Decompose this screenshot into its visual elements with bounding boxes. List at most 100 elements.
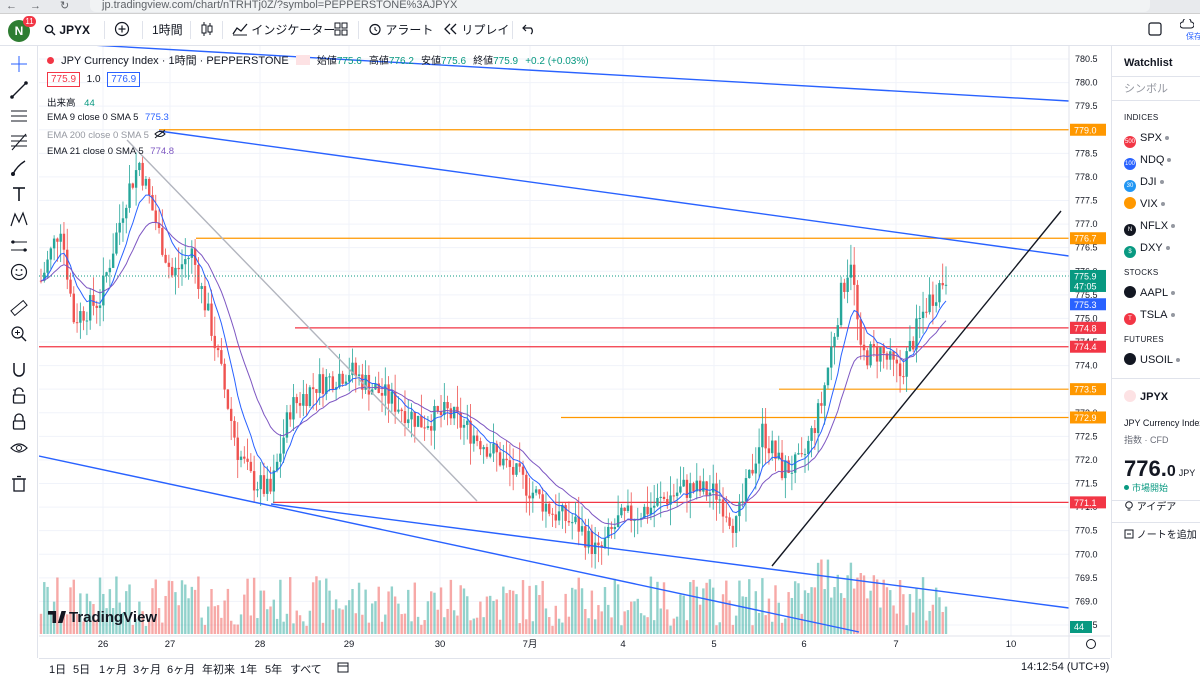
candle-body — [239, 456, 243, 460]
eye-icon[interactable] — [9, 438, 29, 458]
goto-date-button[interactable] — [337, 661, 349, 674]
undo-button[interactable] — [522, 20, 536, 40]
range-button-7[interactable]: 5年 — [265, 664, 283, 675]
watchlist-item-dxy[interactable]: $ DXY — [1124, 240, 1170, 258]
detail-currency: JPY — [1178, 468, 1196, 478]
candle-body — [315, 389, 318, 393]
price-chart[interactable]: 780.5 780.0 779.5 779.0 778.5 778.0 777.5 777.0… — [39, 46, 1110, 658]
watchlist-item-ndq[interactable]: 100 NDQ — [1124, 152, 1172, 170]
ema21-line — [40, 221, 947, 525]
add-note-button[interactable]: ノートを追加 — [1124, 528, 1197, 544]
detail-flag-icon — [1124, 390, 1136, 402]
settings-gear-icon[interactable] — [1086, 639, 1096, 649]
square-icon — [1148, 22, 1162, 36]
volume-bar — [328, 590, 331, 634]
volume-bar — [128, 584, 131, 634]
zoom-in-icon[interactable] — [9, 324, 29, 344]
lock-drawing-icon[interactable] — [9, 386, 29, 406]
watchlist-section-indices[interactable]: INDICES — [1124, 113, 1159, 122]
save-button[interactable] — [1179, 16, 1195, 36]
indicators-button[interactable]: インジケーター — [232, 20, 335, 40]
candle-body — [616, 515, 620, 528]
watchlist-title[interactable]: Watchlist — [1124, 57, 1173, 69]
volume-bar — [813, 587, 817, 634]
crosshair-icon[interactable] — [9, 54, 29, 74]
detail-symbol[interactable]: JPYX — [1124, 389, 1168, 405]
ema200-legend[interactable]: EMA 200 close 0 SMA 5 — [47, 129, 166, 141]
horizontal-lines-icon[interactable] — [9, 106, 29, 126]
ideas-button[interactable]: アイデア — [1124, 500, 1176, 516]
pattern-icon[interactable] — [9, 210, 29, 230]
volume-bar — [826, 559, 830, 634]
ruler-icon[interactable] — [9, 298, 29, 318]
fib-icon[interactable] — [9, 132, 29, 152]
trash-icon[interactable] — [9, 474, 29, 494]
chart-pane[interactable]: 780.5 780.0 779.5 779.0 778.5 778.0 777.5 777.0… — [39, 46, 1110, 658]
volume-bar — [636, 598, 639, 634]
watchlist-item-tsla[interactable]: T TSLA — [1124, 307, 1175, 325]
candle-body — [643, 506, 646, 519]
symbol-search-label[interactable]: シンボル — [1124, 83, 1168, 95]
lock-icon[interactable] — [9, 412, 29, 432]
reload-icon[interactable]: ↻ — [60, 0, 70, 12]
ema21-legend[interactable]: EMA 21 close 0 SMA 5 774.8 — [47, 146, 174, 157]
price-tick: 778.5 — [1075, 148, 1098, 158]
brush-icon[interactable] — [9, 158, 29, 178]
range-button-5[interactable]: 年初来 — [202, 664, 235, 675]
address-bar[interactable]: jp.tradingview.com/chart/nTRHTj0Z/?symbo… — [90, 0, 1150, 12]
watchlist-item-aapl[interactable]: AAPL — [1124, 285, 1176, 301]
watchlist-item-spx[interactable]: 500 SPX — [1124, 130, 1170, 148]
sell-price-button[interactable]: 775.9 — [47, 72, 81, 87]
ema9-legend[interactable]: EMA 9 close 0 SMA 5 775.3 — [47, 112, 169, 123]
candle-body — [479, 441, 482, 450]
buy-price-button[interactable]: 776.9 — [107, 72, 141, 87]
volume-bar — [79, 593, 82, 634]
layouts-button[interactable] — [334, 20, 348, 40]
replay-button[interactable]: リプレイ — [444, 20, 509, 40]
volume-bar — [912, 612, 915, 634]
trend-line-icon[interactable] — [9, 80, 29, 100]
flag-icon[interactable] — [295, 55, 310, 65]
volume-bar — [666, 609, 669, 634]
candle-body — [167, 262, 171, 267]
chart-type-button[interactable] — [200, 20, 214, 40]
ema21-label: EMA 21 close 0 SMA 5 — [47, 146, 144, 157]
usoil-logo-icon — [1124, 353, 1136, 365]
time-tick: 10 — [1006, 639, 1017, 650]
range-button-1[interactable]: 5日 — [73, 664, 91, 675]
watchlist-item-usoil[interactable]: USOIL — [1124, 352, 1181, 368]
symbol-search[interactable]: JPYX — [44, 20, 90, 40]
range-button-6[interactable]: 1年 — [240, 664, 258, 675]
compare-add-button[interactable] — [114, 20, 130, 40]
magnet-icon[interactable] — [9, 360, 29, 380]
measure-tool-icon[interactable] — [9, 236, 29, 256]
volume-bar — [243, 594, 246, 634]
range-button-8[interactable]: すべて — [290, 664, 322, 675]
trend-line — [771, 210, 1062, 567]
emoji-icon[interactable] — [9, 262, 29, 282]
candle-body — [216, 348, 220, 351]
watchlist-item-nflx[interactable]: N NFLX — [1124, 218, 1176, 236]
text-tool-icon[interactable] — [9, 184, 29, 204]
range-button-2[interactable]: 1ヶ月 — [99, 664, 128, 675]
range-button-3[interactable]: 3ヶ月 — [133, 664, 162, 675]
volume-bar — [43, 582, 46, 634]
price-label-box — [1070, 298, 1106, 311]
candle-body — [505, 458, 508, 461]
time-axis: 26 27 28 29 30 7月 4 5 6 7 10 — [98, 639, 1017, 650]
watchlist-section-futures[interactable]: FUTURES — [1124, 335, 1164, 344]
range-button-4[interactable]: 6ヶ月 — [167, 664, 196, 675]
watchlist-section-stocks[interactable]: STOCKS — [1124, 268, 1159, 277]
alert-button[interactable]: アラート — [368, 20, 433, 40]
candles-icon — [201, 22, 213, 36]
interval-button[interactable]: 1時間 — [152, 23, 183, 37]
volume-bar — [157, 608, 161, 634]
candle-body — [482, 447, 485, 450]
forward-icon[interactable]: → — [30, 0, 41, 12]
layout-checkbox[interactable] — [1148, 20, 1162, 40]
range-button-0[interactable]: 1日 — [49, 664, 67, 675]
hidden-eye-icon[interactable] — [153, 129, 166, 139]
watchlist-item-dji[interactable]: 30 DJI — [1124, 174, 1164, 192]
back-icon[interactable]: ← — [6, 0, 17, 12]
watchlist-item-vix[interactable]: VIX — [1124, 196, 1165, 212]
